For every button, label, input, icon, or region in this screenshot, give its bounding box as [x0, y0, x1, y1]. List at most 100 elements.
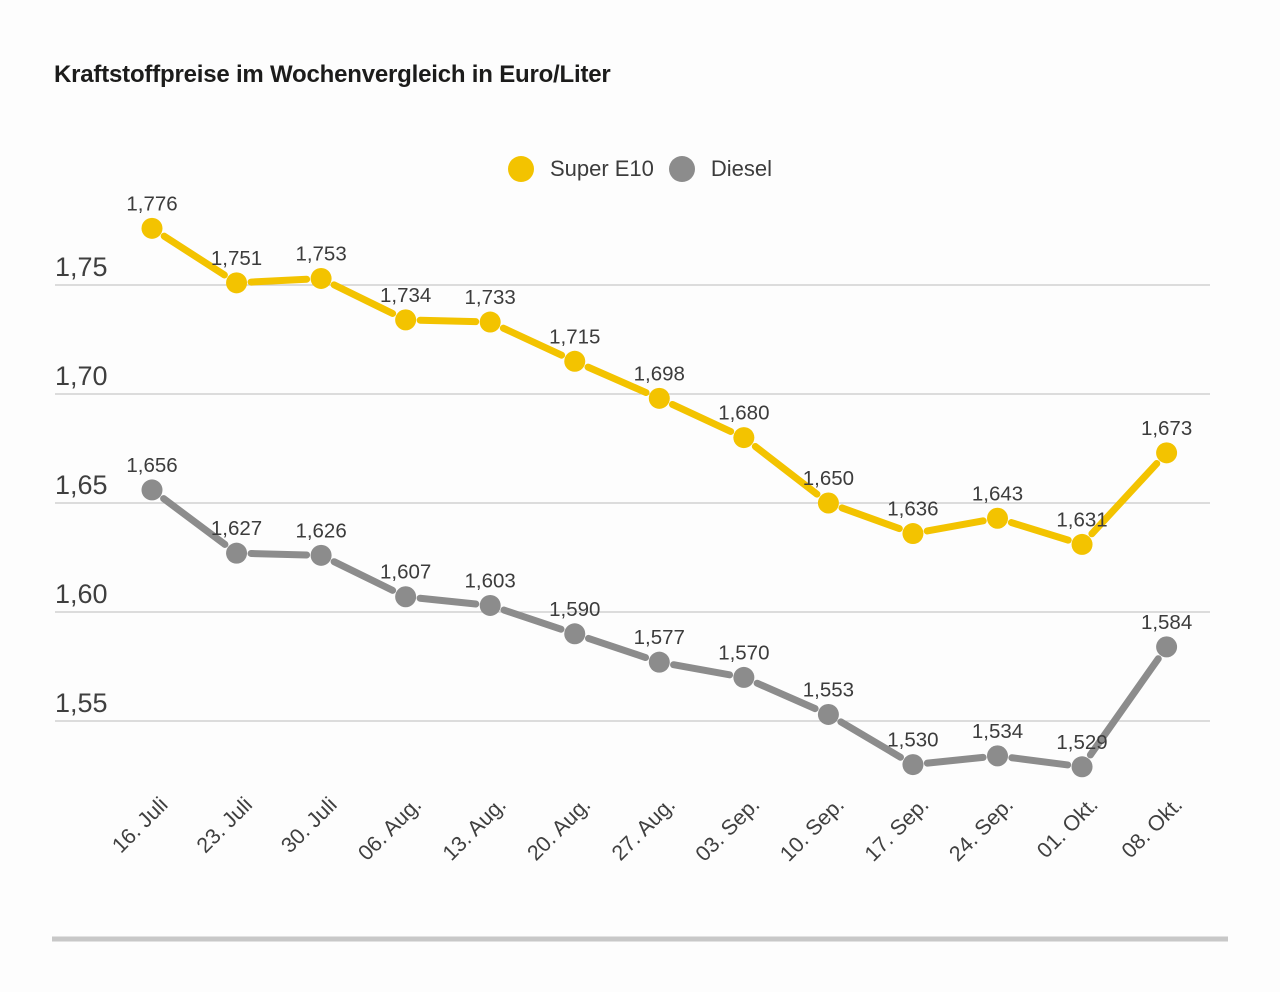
series-segment — [416, 316, 480, 326]
data-point-label: 1,656 — [126, 454, 177, 477]
x-axis-tick-label: 01. Okt. — [1032, 793, 1102, 863]
data-point — [564, 350, 586, 372]
series-segment — [838, 504, 903, 533]
data-point — [902, 754, 924, 776]
series-segment — [584, 634, 650, 662]
data-point-label: 1,603 — [465, 569, 516, 592]
data-point-label: 1,607 — [380, 561, 431, 584]
series-segment — [499, 324, 566, 359]
series-segment — [330, 558, 397, 594]
series-segment — [837, 718, 904, 761]
data-point-label: 1,680 — [718, 402, 769, 425]
series-segment — [923, 517, 987, 535]
x-axis-tick-label: 13. Aug. — [438, 793, 511, 866]
data-point — [648, 387, 670, 409]
data-point-label: 1,698 — [634, 362, 685, 385]
x-axis-tick-label: 08. Okt. — [1117, 793, 1187, 863]
data-point-label: 1,636 — [887, 498, 938, 521]
data-point — [310, 267, 332, 289]
series-segment — [160, 495, 229, 548]
chart-title: Kraftstoffpreise im Wochenvergleich in E… — [54, 61, 611, 88]
data-point-label: 1,530 — [887, 729, 938, 752]
series-segment — [584, 363, 650, 397]
y-axis-tick-label: 1,75 — [55, 252, 108, 282]
data-point — [817, 703, 839, 725]
data-point-label: 1,734 — [380, 284, 431, 307]
x-axis-tick-label: 16. Juli — [107, 793, 172, 858]
legend-label-super-e10: Super E10 — [549, 156, 654, 181]
data-point — [479, 311, 501, 333]
x-axis-tick-label: 06. Aug. — [353, 793, 426, 866]
data-point-label: 1,650 — [803, 467, 854, 490]
data-point — [395, 309, 417, 331]
data-point-label: 1,590 — [549, 598, 600, 621]
data-point — [733, 427, 755, 449]
legend-item-diesel: Diesel — [668, 156, 773, 182]
data-point — [648, 651, 670, 673]
data-point-label: 1,753 — [295, 242, 346, 265]
data-point — [141, 217, 163, 239]
data-point-label: 1,673 — [1141, 417, 1192, 440]
x-axis-tick-label: 10. Sep. — [775, 793, 849, 867]
series-segment — [160, 232, 228, 279]
data-point-label: 1,577 — [634, 626, 685, 649]
data-point-label: 1,584 — [1141, 611, 1192, 634]
data-point — [141, 479, 163, 501]
data-point-label: 1,643 — [972, 482, 1023, 505]
data-point — [479, 594, 501, 616]
series-segment — [670, 661, 734, 679]
data-point — [564, 623, 586, 645]
series-segment — [753, 679, 819, 713]
data-point — [987, 745, 1008, 767]
x-axis-tick-label: 30. Juli — [276, 793, 341, 858]
x-axis-tick-label: 20. Aug. — [523, 793, 596, 866]
x-axis-tick-label: 27. Aug. — [607, 793, 680, 866]
data-point-label: 1,626 — [295, 519, 346, 542]
data-point-label: 1,751 — [211, 247, 262, 270]
data-point-label: 1,570 — [718, 641, 769, 664]
data-point — [1071, 756, 1093, 778]
series-segment — [330, 281, 397, 318]
series-segment — [1086, 655, 1162, 759]
series-segment — [247, 550, 311, 559]
data-point — [987, 507, 1008, 529]
data-point-label: 1,553 — [803, 678, 854, 701]
series-segment — [500, 606, 565, 633]
data-point-label: 1,529 — [1056, 731, 1107, 754]
data-point — [395, 586, 417, 608]
data-point — [902, 523, 924, 545]
x-axis-tick-label: 23. Juli — [192, 793, 257, 858]
series-segment — [416, 594, 480, 608]
x-axis-tick-label: 03. Sep. — [691, 793, 765, 867]
data-point — [1156, 636, 1178, 658]
series-segment — [751, 442, 821, 498]
diesel-color-dot-icon — [668, 156, 695, 182]
data-point — [733, 666, 755, 688]
data-point-label: 1,534 — [972, 720, 1023, 743]
data-point — [310, 544, 332, 566]
series-segment — [247, 275, 311, 286]
data-point — [1156, 442, 1178, 464]
data-point — [226, 272, 248, 294]
series-segment — [1007, 519, 1072, 544]
data-point-label: 1,631 — [1056, 508, 1107, 531]
series-segment — [1008, 754, 1072, 769]
y-axis-tick-label: 1,70 — [55, 361, 108, 391]
series-segment — [668, 400, 735, 435]
super-e10-color-dot-icon — [507, 156, 534, 182]
series-segment — [1088, 460, 1161, 538]
y-axis-tick-label: 1,55 — [55, 688, 108, 718]
legend-label-diesel: Diesel — [710, 156, 773, 181]
data-point-label: 1,776 — [126, 192, 177, 215]
series-segment — [923, 753, 987, 767]
y-axis-tick-label: 1,65 — [55, 470, 108, 500]
data-point-label: 1,715 — [549, 325, 600, 348]
data-point — [817, 492, 839, 514]
y-axis-tick-label: 1,60 — [55, 579, 108, 609]
chart-legend: Super E10 Diesel — [0, 156, 1280, 182]
x-axis-tick-label: 24. Sep. — [944, 793, 1018, 867]
data-point — [1071, 533, 1093, 555]
data-point-label: 1,733 — [465, 286, 516, 309]
